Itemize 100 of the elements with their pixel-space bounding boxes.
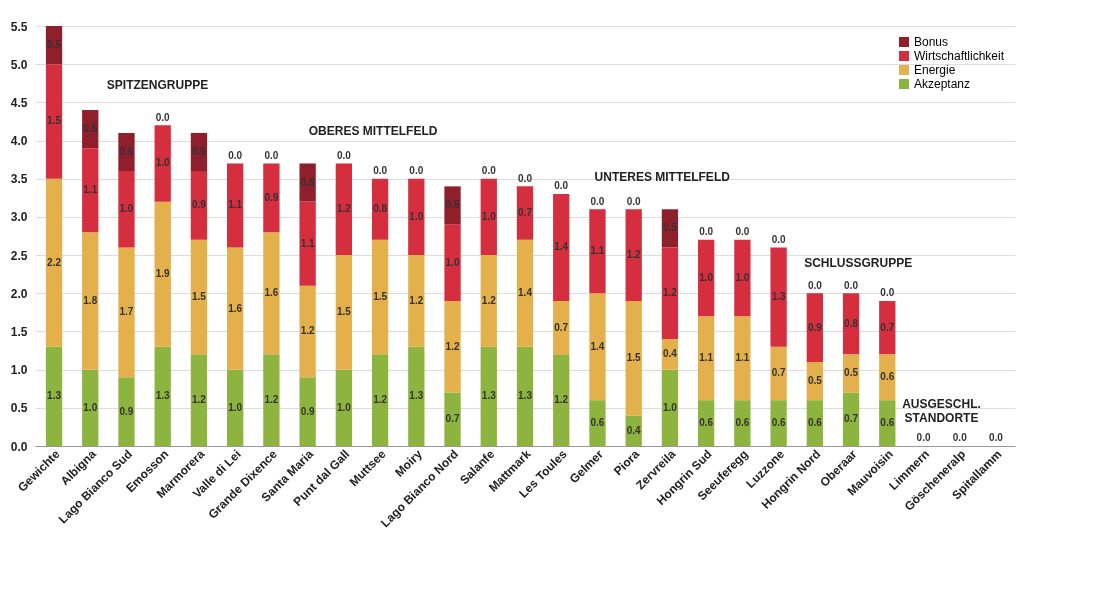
bar [118,377,135,446]
bar [263,232,280,355]
data-label: 1.3 [155,390,171,402]
annotation: OBERES MITTELFELD [308,124,438,138]
data-label: 1.3 [481,390,497,402]
bar [45,178,63,347]
bar [154,125,171,202]
annotation: AUSGESCHL. STANDORTE [902,397,981,425]
bar [371,239,389,355]
data-label: 1.2 [336,203,352,215]
bar [734,239,751,317]
bar [697,239,715,317]
y-tick-label: 5.0 [10,57,28,72]
data-label: 0.0 [518,172,533,184]
bar [227,369,244,446]
bar [553,354,570,446]
data-label: 1.2 [373,394,388,406]
data-label: 0.0 [409,165,424,177]
y-tick-label: 5.5 [10,19,28,34]
data-label: 0.9 [807,321,823,333]
data-label: 0.6 [880,417,895,429]
y-tick-label: 2.0 [10,286,28,301]
data-label: 0.8 [844,317,859,329]
data-label: 0.7 [844,413,859,425]
data-label: 1.2 [626,249,642,261]
data-label: 0.0 [880,287,895,299]
data-label: 0.5 [844,367,859,379]
data-label: 1.0 [228,401,243,413]
data-label: 1.2 [445,340,460,352]
legend-label: Energie [914,63,956,77]
data-label: 1.0 [481,210,497,222]
bar [154,201,171,347]
data-label: 0.0 [916,432,931,444]
bar [444,300,461,393]
data-label: 0.7 [554,321,569,333]
data-label: 0.0 [807,279,823,291]
data-label: 1.0 [445,256,460,268]
data-label: 1.0 [409,210,424,222]
data-label: 1.6 [228,302,243,314]
data-label: 1.1 [228,199,243,211]
data-label: 0.0 [373,165,388,177]
y-tick-label: 3.0 [10,210,28,225]
bar [190,239,208,355]
data-label: 0.5 [662,222,678,234]
bar [335,369,353,446]
data-label: 1.2 [554,394,569,406]
data-label: 1.1 [735,352,750,364]
bar [734,400,751,446]
bar [625,300,642,416]
bar [299,285,316,378]
bar [444,224,461,301]
data-label: 0.5 [807,375,823,387]
bar [661,247,679,340]
data-label: 1.7 [119,306,134,318]
bar [516,186,534,240]
bar [842,293,860,355]
data-label: 1.0 [699,272,714,283]
bar [227,247,244,370]
bar [263,354,280,446]
data-label: 0.6 [771,417,786,429]
data-label: 1.5 [626,352,642,364]
data-label: 0.4 [662,348,678,360]
bar [299,201,316,286]
bar [770,346,787,401]
data-label: 0.0 [626,195,642,207]
bar [45,346,63,446]
bar [516,346,534,446]
data-label: 1.4 [554,241,569,253]
bar [118,132,135,172]
data-label: 0.6 [699,417,714,429]
data-label: 1.0 [662,401,678,413]
data-label: 1.0 [336,401,352,413]
data-label: 0.7 [880,321,895,333]
bar [190,354,208,446]
data-label: 0.7 [445,413,460,425]
bar [444,186,461,225]
data-label: 0.6 [590,417,605,429]
bar [227,163,244,248]
bar [553,194,570,301]
data-label: 1.5 [47,115,62,127]
data-label: 0.0 [989,432,1004,444]
data-label: 1.3 [518,390,533,402]
data-label: 0.9 [264,191,279,203]
legend-label: Akzeptanz [914,77,971,91]
bar [299,163,316,202]
annotation: SPITZENGRUPPE [106,77,209,92]
legend-label: Bonus [914,35,949,49]
data-label: 1.2 [409,294,424,306]
data-label: 0.0 [264,149,279,161]
y-tick-label: 4.0 [10,134,28,149]
data-label: 1.9 [155,268,171,280]
data-label: 0.0 [481,165,497,177]
data-label: 0.5 [445,199,460,211]
bar [625,209,642,301]
data-label: 1.1 [590,245,605,257]
y-tick-label: 2.5 [10,248,28,263]
data-label: 0.5 [300,176,316,188]
data-label: 1.2 [300,325,316,337]
data-label: 1.5 [373,291,388,303]
data-label: 0.9 [191,199,207,211]
